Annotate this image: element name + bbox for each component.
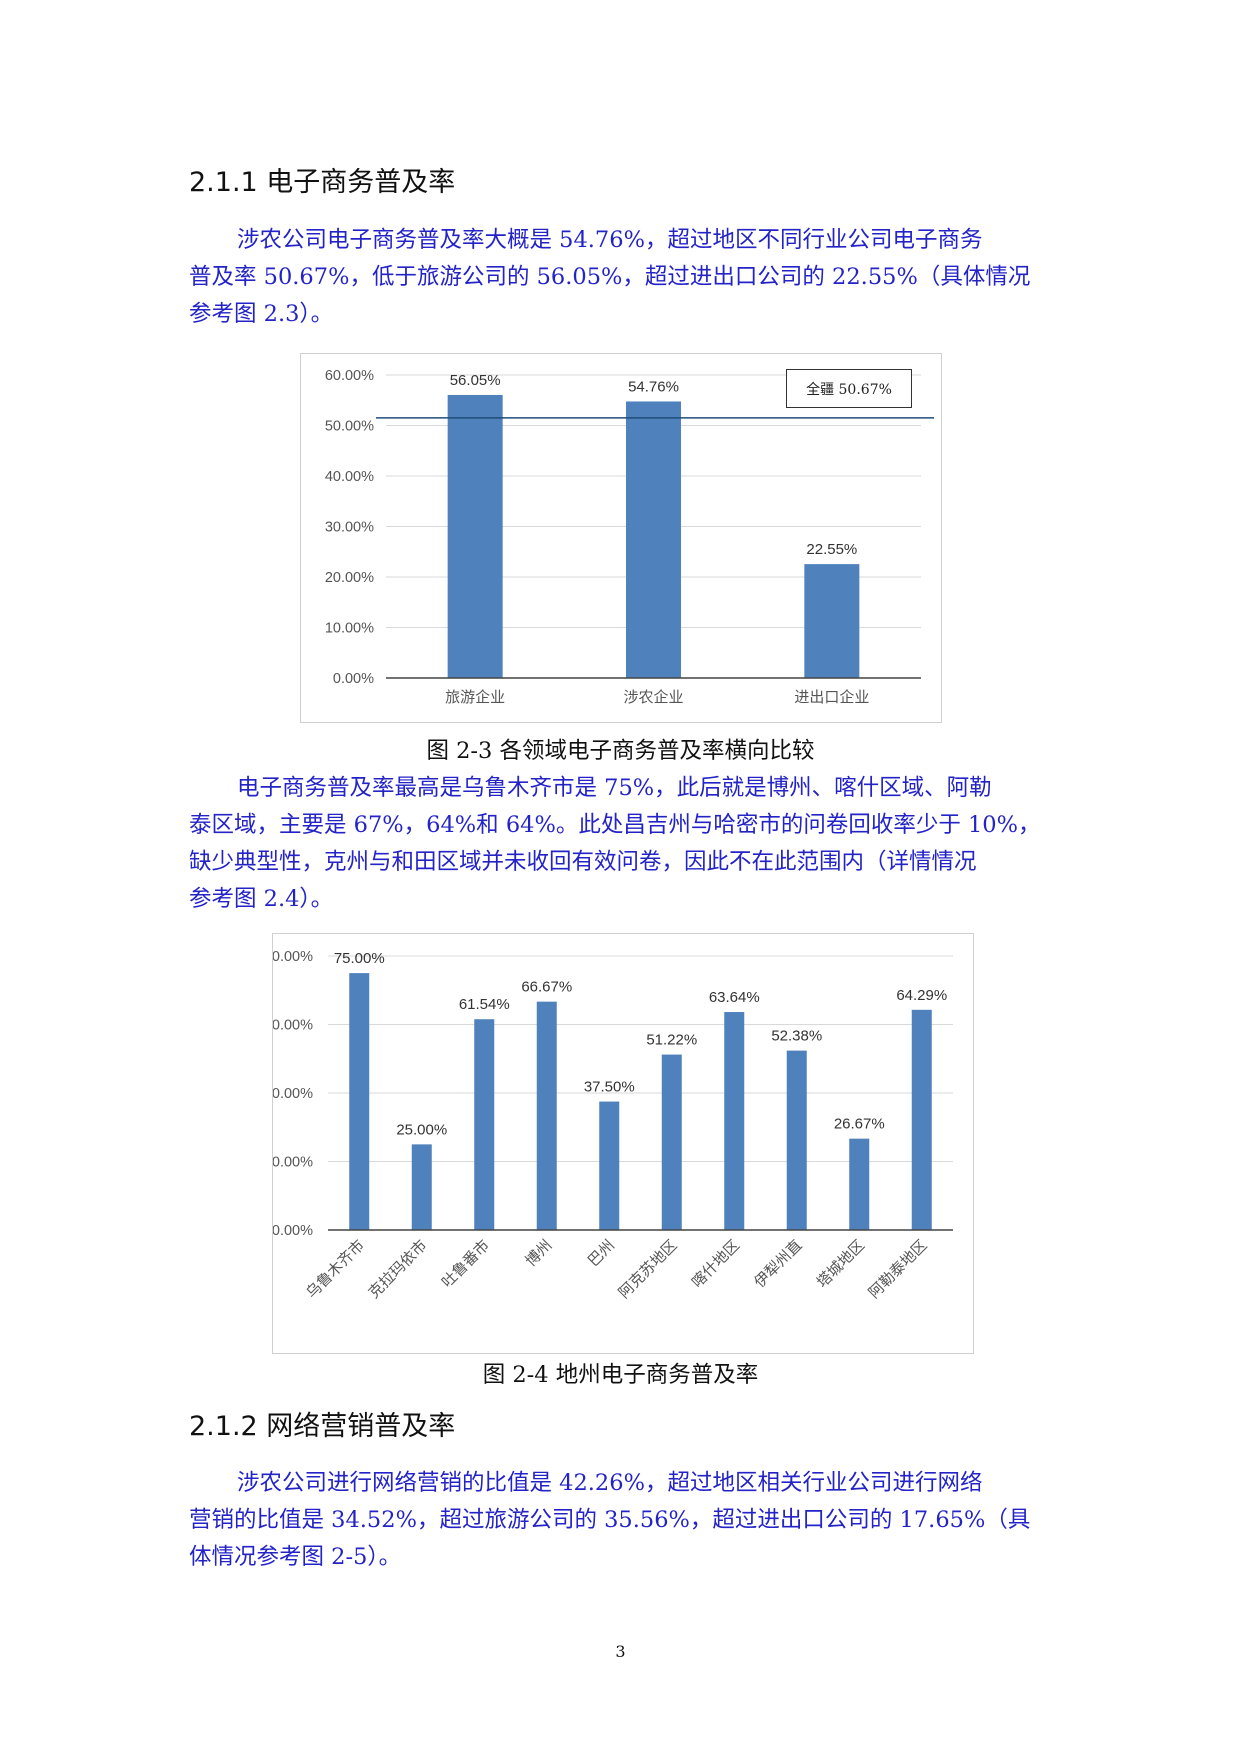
paragraph-line: 涉农公司电子商务普及率大概是 54.76%，超过地区不同行业公司电子商务: [237, 227, 983, 253]
paragraph-line: 参考图 2.4）。: [189, 886, 334, 912]
bar: [536, 1001, 557, 1230]
category-label: 进出口企业: [794, 688, 869, 706]
bar: [786, 1050, 807, 1230]
data-label: 75.00%: [334, 950, 385, 967]
paragraph-line: 体情况参考图 2-5）。: [189, 1544, 402, 1570]
page-number: 3: [615, 1642, 626, 1661]
data-label: 52.38%: [771, 1028, 822, 1045]
y-tick-label: 40.00%: [273, 1086, 313, 1102]
paragraph-line: 缺少典型性，克州与和田区域并未收回有效问卷，因此不在此范围内（详情情况: [189, 849, 977, 875]
figure-caption-2-4: 图 2-4 地州电子商务普及率: [482, 1362, 759, 1388]
category-label: 伊犁州直: [750, 1236, 805, 1291]
data-label: 25.00%: [396, 1121, 447, 1138]
paragraph-line: 营销的比值是 34.52%，超过旅游公司的 35.56%，超过进出口公司的 17…: [189, 1507, 1031, 1533]
y-tick-label: 20.00%: [325, 570, 374, 586]
data-label: 56.05%: [450, 372, 501, 389]
paragraph-line: 电子商务普及率最高是乌鲁木齐市是 75%，此后就是博州、喀什区域、阿勒: [237, 775, 992, 801]
bar: [474, 1019, 495, 1230]
y-tick-label: 20.00%: [273, 1155, 313, 1171]
y-tick-label: 10.00%: [325, 621, 374, 637]
bar: [849, 1138, 870, 1230]
bar: [661, 1054, 682, 1230]
y-tick-label: 0.00%: [333, 671, 374, 687]
y-tick-label: 40.00%: [325, 469, 374, 485]
bar: [599, 1101, 620, 1230]
section-heading-2-1-2: 2.1.2 网络营销普及率: [189, 1411, 456, 1442]
y-tick-label: 50.00%: [325, 419, 374, 435]
data-label: 61.54%: [459, 996, 510, 1013]
bar: [804, 564, 860, 678]
paragraph-regional-rate: 电子商务普及率最高是乌鲁木齐市是 75%，此后就是博州、喀什区域、阿勒 泰区域，…: [189, 770, 1063, 918]
paragraph-line: 涉农公司进行网络营销的比值是 42.26%，超过地区相关行业公司进行网络: [237, 1470, 983, 1496]
paragraph-line: 泰区域，主要是 67%，64%和 64%。此处昌吉州与哈密市的问卷回收率少于 1…: [189, 812, 1041, 838]
bar: [626, 401, 681, 678]
y-tick-label: 60.00%: [273, 1018, 313, 1034]
category-label: 塔城地区: [813, 1236, 868, 1291]
paragraph-online-marketing: 涉农公司进行网络营销的比值是 42.26%，超过地区相关行业公司进行网络 营销的…: [189, 1465, 1063, 1576]
paragraph-line: 参考图 2.3）。: [189, 301, 334, 327]
chart-sector-ecommerce: 0.00% 10.00% 20.00% 30.00% 40.00% 50.00% 60.00…: [300, 353, 942, 723]
category-label: 涉农企业: [623, 688, 683, 706]
bar: [411, 1144, 432, 1230]
chart-svg: 0.00% 10.00% 20.00% 30.00% 40.00% 50.00% 60.00…: [325, 368, 934, 706]
category-label: 巴州: [584, 1236, 618, 1270]
reference-line-label: 全疆 50.67%: [786, 369, 912, 408]
category-label: 阿勒泰地区: [865, 1236, 931, 1302]
y-tick-label: 60.00%: [325, 368, 374, 384]
y-tick-label: 30.00%: [325, 520, 374, 536]
bar: [724, 1012, 745, 1230]
section-heading-2-1-1: 2.1.1 电子商务普及率: [189, 167, 456, 198]
bar: [447, 394, 503, 678]
category-label: 乌鲁木齐市: [302, 1236, 368, 1302]
data-label: 64.29%: [896, 987, 947, 1004]
paragraph-ecommerce-rate: 涉农公司电子商务普及率大概是 54.76%，超过地区不同行业公司电子商务 普及率…: [189, 222, 1063, 333]
bar: [911, 1009, 932, 1230]
category-label: 阿克苏地区: [615, 1236, 681, 1302]
data-label: 26.67%: [834, 1116, 885, 1133]
category-label: 喀什地区: [688, 1236, 743, 1291]
figure-caption-2-3: 图 2-3 各领域电子商务普及率横向比较: [426, 738, 815, 764]
data-label: 63.64%: [709, 989, 760, 1006]
chart-regional-ecommerce: 0.00% 20.00% 40.00% 60.00% 80.00% 75.00% 乌鲁木齐市…: [272, 933, 974, 1354]
data-label: 37.50%: [584, 1079, 635, 1096]
category-label: 克拉玛依市: [365, 1236, 431, 1302]
category-label: 吐鲁番市: [438, 1236, 493, 1291]
y-tick-label: 80.00%: [273, 949, 313, 965]
data-label: 22.55%: [806, 541, 857, 558]
category-label: 博州: [522, 1236, 556, 1270]
data-label: 51.22%: [646, 1032, 697, 1049]
category-label: 旅游企业: [445, 688, 505, 706]
data-label: 66.67%: [521, 979, 572, 996]
data-label: 54.76%: [628, 378, 679, 395]
bar: [349, 973, 370, 1230]
chart-svg: 0.00% 20.00% 40.00% 60.00% 80.00% 75.00% 乌鲁木齐市…: [273, 949, 953, 1302]
y-tick-label: 0.00%: [273, 1223, 313, 1239]
paragraph-line: 普及率 50.67%，低于旅游公司的 56.05%，超过进出口公司的 22.55…: [189, 264, 1031, 290]
